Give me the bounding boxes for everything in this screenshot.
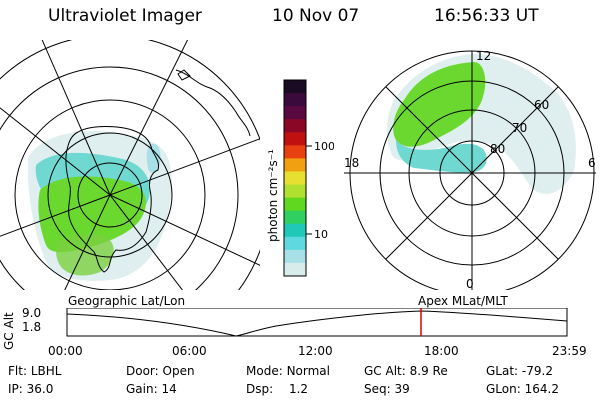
timeline-plot [66, 308, 568, 337]
colorbar: 100 10 photon cm⁻²s⁻¹ [266, 79, 334, 277]
mlat-label-70: 70 [512, 121, 527, 135]
colorbar-segment [284, 106, 306, 120]
info-dsp: Dsp: 1.2 [246, 382, 309, 396]
colorbar-unit-label: photon cm⁻²s⁻¹ [266, 149, 280, 242]
meridian [64, 194, 111, 290]
timeline-x-tick: 06:00 [172, 344, 207, 358]
latitude-circle [14, 99, 206, 290]
seq-value: 39 [394, 382, 410, 396]
info-filter: Flt: LBHL [8, 364, 62, 378]
timeline-frame [66, 308, 568, 337]
ip-value: 36.0 [26, 382, 54, 396]
meridian [41, 40, 111, 196]
colorbar-segment [284, 197, 306, 212]
colorbar-segment [284, 80, 306, 94]
geographic-map [0, 40, 260, 290]
apex-auroral-oval [393, 62, 486, 147]
mlt-label-6: 6 [588, 156, 596, 170]
door-value: Open [162, 364, 195, 378]
info-mode: Mode: Normal [246, 364, 330, 378]
timeline-x-tick: 00:00 [48, 344, 83, 358]
timeline-x-tick: 12:00 [298, 344, 333, 358]
latitude-circle [0, 66, 239, 290]
mode-value: Normal [286, 364, 330, 378]
dsp-value: 1.2 [288, 382, 309, 396]
colorbar-segment [284, 132, 306, 146]
image-date: 10 Nov 07 [272, 6, 360, 26]
apex-map: 12 18 6 0 60 70 80 [344, 49, 596, 290]
colorbar-segment [284, 249, 306, 264]
latitude-circle [77, 162, 143, 228]
gain-value: 14 [161, 382, 177, 396]
info-glon: GLon: 164.2 [486, 382, 559, 396]
mlt-label-12: 12 [476, 49, 491, 63]
emission-patch [146, 143, 161, 173]
timeline-y-tick-bottom: 1.8 [22, 320, 42, 334]
info-seq: Seq: 39 [364, 382, 410, 396]
timeline-x-tick: 23:59 [552, 344, 587, 358]
timeline-y-tick-top: 9.0 [22, 306, 42, 320]
timeline-x-tick: 18:00 [424, 344, 459, 358]
colorbar-segment [284, 210, 306, 225]
colorbar-segment [284, 145, 306, 159]
colorbar-segment [284, 158, 306, 172]
colorbar-frame [283, 79, 307, 277]
colorbar-segment [284, 171, 306, 186]
meridian [109, 40, 189, 196]
glat-value: -79.2 [521, 364, 553, 378]
meridian [109, 138, 260, 196]
instrument-title: Ultraviolet Imager [48, 6, 202, 26]
meridian [0, 194, 111, 237]
colorbar-tick-label: 10 [314, 228, 328, 241]
info-door: Door: Open [126, 364, 195, 378]
geographic-label: Geographic Lat/Lon [68, 294, 186, 308]
info-gc-alt: GC Alt: 8.9 Re [364, 364, 448, 378]
info-gain: Gain: 14 [126, 382, 177, 396]
mlt-diagonal [385, 86, 559, 260]
colorbar-segment [284, 236, 306, 251]
colorbar-segment [284, 119, 306, 133]
info-ip: IP: 36.0 [8, 382, 54, 396]
mlat-label-80: 80 [490, 142, 505, 156]
meridian [0, 107, 111, 196]
gc-alt-value: 8.9 Re [409, 364, 448, 378]
mlt-label-0: 0 [466, 277, 474, 290]
mlat-label-60: 60 [534, 98, 549, 112]
meridian [109, 194, 184, 290]
timeline-y-label: GC Alt [2, 312, 16, 350]
coastline-australia [175, 69, 251, 137]
coastline-island [177, 69, 191, 81]
meridian [109, 194, 260, 266]
info-glat: GLat: -79.2 [486, 364, 553, 378]
colorbar-segment [284, 93, 306, 107]
altitude-curve [66, 310, 568, 337]
auroral-oval-green [38, 176, 146, 253]
glon-value: 164.2 [524, 382, 559, 396]
colorbar-segment [284, 262, 306, 277]
image-time: 16:56:33 UT [434, 6, 539, 26]
mlt-label-18: 18 [344, 156, 359, 170]
colorbar-tick-label: 100 [314, 140, 334, 153]
apex-label: Apex MLat/MLT [418, 294, 508, 308]
colorbar-segment [284, 223, 306, 238]
latitude-circle [47, 132, 173, 258]
filter-value: LBHL [30, 364, 62, 378]
colorbar-segment [284, 184, 306, 199]
